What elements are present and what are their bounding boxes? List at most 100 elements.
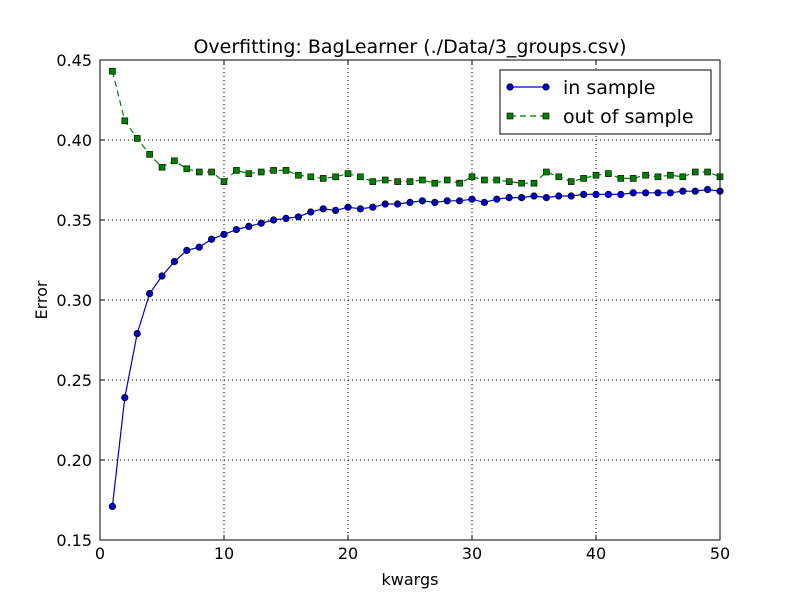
data-point-out-of-sample bbox=[158, 163, 166, 171]
chart-title: Overfitting: BagLearner (./Data/3_groups… bbox=[193, 36, 626, 58]
y-tick-label: 0.40 bbox=[56, 131, 92, 150]
data-point-in-sample bbox=[431, 198, 439, 206]
data-point-out-of-sample bbox=[431, 179, 439, 187]
data-point-in-sample bbox=[220, 230, 228, 238]
data-point-out-of-sample bbox=[257, 168, 265, 176]
data-point-in-sample bbox=[170, 258, 178, 266]
data-point-in-sample bbox=[443, 197, 451, 205]
data-point-out-of-sample bbox=[456, 179, 463, 187]
data-point-in-sample bbox=[270, 216, 278, 224]
data-point-out-of-sample bbox=[295, 171, 302, 179]
series-in-sample bbox=[108, 186, 724, 511]
data-point-in-sample bbox=[679, 187, 687, 195]
data-point-in-sample bbox=[232, 226, 240, 234]
data-point-in-sample bbox=[344, 203, 352, 211]
data-point-in-sample bbox=[294, 213, 303, 221]
data-point-out-of-sample bbox=[406, 178, 414, 185]
data-point-in-sample bbox=[394, 200, 402, 208]
data-point-in-sample bbox=[133, 330, 141, 338]
data-point-in-sample bbox=[418, 197, 427, 205]
data-point-out-of-sample bbox=[704, 168, 711, 176]
data-point-in-sample bbox=[654, 189, 662, 197]
data-point-out-of-sample bbox=[654, 173, 662, 181]
data-point-out-of-sample bbox=[679, 173, 687, 181]
x-tick-label: 10 bbox=[214, 544, 234, 563]
data-point-in-sample bbox=[406, 198, 414, 206]
data-point-out-of-sample bbox=[307, 173, 315, 181]
y-tick-label: 0.25 bbox=[56, 371, 92, 390]
data-point-out-of-sample bbox=[208, 168, 215, 176]
data-point-out-of-sample bbox=[220, 178, 228, 185]
data-point-in-sample bbox=[592, 190, 600, 198]
data-point-out-of-sample bbox=[592, 171, 600, 179]
data-point-in-sample bbox=[307, 208, 315, 216]
data-point-out-of-sample bbox=[567, 178, 575, 185]
data-point-in-sample bbox=[505, 194, 513, 202]
data-point-in-sample bbox=[493, 195, 501, 203]
x-tick-label: 20 bbox=[338, 544, 358, 563]
data-point-out-of-sample bbox=[357, 173, 364, 181]
data-point-in-sample bbox=[282, 214, 290, 222]
data-point-in-sample bbox=[480, 198, 489, 206]
data-point-in-sample bbox=[332, 206, 340, 214]
legend-marker-in-sample bbox=[542, 83, 550, 91]
data-point-out-of-sample bbox=[282, 167, 290, 174]
data-point-in-sample bbox=[703, 186, 712, 194]
data-point-out-of-sample bbox=[419, 176, 426, 184]
legend: in sample out of sample bbox=[499, 69, 712, 135]
x-tick-label: 30 bbox=[462, 544, 482, 563]
data-point-in-sample bbox=[208, 235, 216, 243]
legend-box bbox=[499, 69, 712, 135]
legend-marker-out-of-sample bbox=[506, 112, 514, 120]
data-point-in-sample bbox=[617, 190, 625, 198]
data-point-out-of-sample bbox=[369, 178, 377, 185]
data-point-out-of-sample bbox=[233, 167, 240, 174]
data-point-in-sample bbox=[641, 189, 650, 197]
legend-marker-out-of-sample bbox=[542, 112, 550, 120]
legend-marker-in-sample bbox=[506, 83, 514, 91]
data-point-out-of-sample bbox=[319, 175, 327, 182]
data-point-in-sample bbox=[121, 394, 129, 402]
data-point-in-sample bbox=[691, 187, 699, 195]
data-point-in-sample bbox=[369, 203, 377, 211]
data-point-in-sample bbox=[517, 194, 526, 202]
x-tick-label: 40 bbox=[586, 544, 606, 563]
data-point-out-of-sample bbox=[518, 179, 525, 187]
data-point-out-of-sample bbox=[543, 168, 550, 176]
data-point-out-of-sample bbox=[493, 176, 501, 184]
data-point-in-sample bbox=[604, 190, 613, 198]
data-point-out-of-sample bbox=[270, 167, 277, 174]
data-point-out-of-sample bbox=[530, 179, 538, 187]
grid bbox=[100, 60, 720, 540]
data-point-out-of-sample bbox=[183, 165, 191, 173]
data-point-out-of-sample bbox=[121, 117, 129, 125]
data-point-out-of-sample bbox=[667, 171, 674, 179]
data-point-in-sample bbox=[257, 219, 265, 227]
x-tick-label: 0 bbox=[95, 544, 105, 563]
data-point-out-of-sample bbox=[171, 157, 178, 165]
data-point-in-sample bbox=[356, 205, 365, 213]
y-tick-label: 0.45 bbox=[56, 51, 92, 70]
data-point-in-sample bbox=[567, 192, 575, 200]
data-point-out-of-sample bbox=[146, 151, 153, 158]
data-point-out-of-sample bbox=[109, 67, 116, 75]
x-tick-label: 50 bbox=[710, 544, 730, 563]
data-point-out-of-sample bbox=[133, 135, 141, 142]
legend-label-out-of-sample: out of sample bbox=[563, 106, 694, 128]
ticks: 0 10 20 30 40 50 0.15 0.20 0.25 0.30 0.35 0.40 0.45 bbox=[56, 51, 730, 563]
data-point-in-sample bbox=[195, 243, 203, 251]
y-tick-label: 0.35 bbox=[56, 211, 92, 230]
data-point-in-sample bbox=[158, 272, 166, 280]
series-layer bbox=[108, 67, 724, 511]
y-axis-title: Error bbox=[32, 280, 51, 319]
data-point-in-sample bbox=[245, 222, 253, 230]
data-point-out-of-sample bbox=[617, 175, 625, 182]
data-point-in-sample bbox=[579, 190, 588, 198]
data-point-in-sample bbox=[108, 502, 116, 511]
data-point-out-of-sample bbox=[642, 171, 649, 179]
data-point-out-of-sample bbox=[468, 173, 476, 181]
y-tick-label: 0.20 bbox=[56, 451, 92, 470]
data-point-in-sample bbox=[530, 192, 538, 200]
data-point-out-of-sample bbox=[691, 168, 699, 176]
data-point-out-of-sample bbox=[580, 175, 587, 182]
